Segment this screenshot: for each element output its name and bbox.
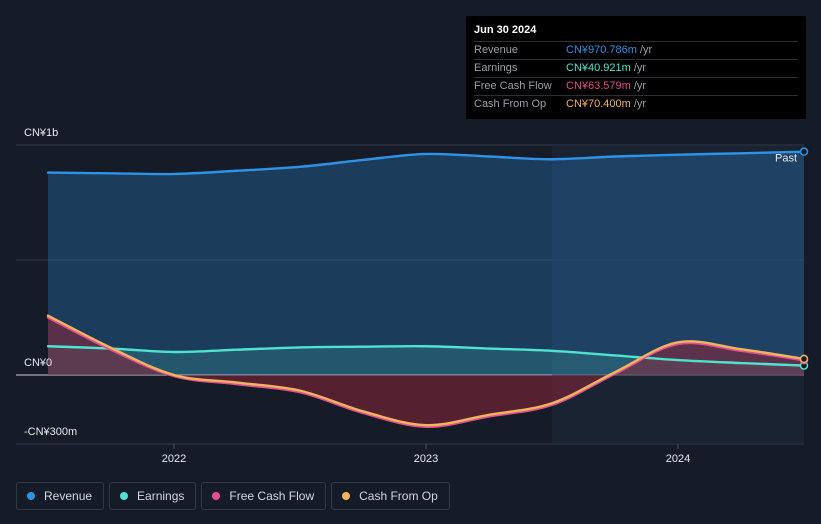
- chart-legend: Revenue Earnings Free Cash Flow Cash Fro…: [16, 482, 450, 512]
- legend-dot-icon: [120, 492, 129, 500]
- tooltip-label: Revenue: [474, 44, 519, 56]
- tooltip-value: CN¥40.921m: [566, 62, 631, 74]
- tooltip-value: CN¥63.579m: [566, 80, 631, 92]
- tooltip-label: Cash From Op: [474, 98, 547, 110]
- legend-label: Free Cash Flow: [229, 489, 315, 503]
- legend-label: Cash From Op: [359, 489, 438, 503]
- tooltip-unit: /yr: [633, 62, 647, 74]
- legend-label: Earnings: [137, 489, 185, 503]
- area-free-cash-flow: [48, 317, 804, 427]
- line-revenue: [46, 150, 806, 176]
- endpoint-cash-from-op: [799, 354, 809, 364]
- tooltip-value: CN¥970.786m: [566, 44, 637, 56]
- legend-dot-icon: [212, 492, 221, 500]
- tooltip-row-revenue: Revenue CN¥970.786m /yr: [474, 42, 798, 60]
- tooltip-row-free-cash-flow: Free Cash Flow CN¥63.579m /yr: [474, 78, 798, 96]
- x-tick-label: 2022: [162, 453, 186, 465]
- legend-item-revenue[interactable]: Revenue: [16, 482, 105, 510]
- area-revenue: [48, 151, 804, 375]
- legend-item-free-cash-flow[interactable]: Free Cash Flow: [201, 482, 327, 510]
- legend-dot-icon: [342, 492, 351, 500]
- line-earnings: [46, 344, 806, 367]
- tooltip-unit: /yr: [633, 98, 647, 110]
- x-tick-label: 2023: [414, 453, 438, 465]
- line-cash-from-op: [46, 314, 806, 427]
- tooltip-label: Earnings: [474, 62, 518, 74]
- y-tick-label: CN¥0: [24, 357, 52, 369]
- tooltip-label: Free Cash Flow: [474, 80, 552, 92]
- tooltip-row-earnings: Earnings CN¥40.921m /yr: [474, 60, 798, 78]
- tooltip-value: CN¥70.400m: [566, 98, 631, 110]
- past-region: [552, 145, 804, 444]
- tooltip-panel: Jun 30 2024 Revenue CN¥970.786m /yr Earn…: [466, 16, 806, 119]
- tooltip-date: Jun 30 2024: [474, 23, 798, 42]
- x-tick-label: 2024: [666, 453, 690, 465]
- legend-item-earnings[interactable]: Earnings: [109, 482, 197, 510]
- legend-item-cash-from-op[interactable]: Cash From Op: [331, 482, 450, 510]
- tooltip-row-cash-from-op: Cash From Op CN¥70.400m /yr: [474, 96, 798, 113]
- tooltip-unit: /yr: [633, 80, 647, 92]
- legend-dot-icon: [27, 492, 35, 500]
- y-tick-label: -CN¥300m: [24, 426, 77, 438]
- area-earnings: [48, 346, 804, 375]
- tooltip-unit: /yr: [639, 44, 653, 56]
- y-tick-label: CN¥1b: [24, 127, 58, 139]
- endpoint-revenue: [799, 147, 809, 156]
- past-label: Past: [775, 153, 797, 165]
- legend-label: Revenue: [44, 489, 93, 503]
